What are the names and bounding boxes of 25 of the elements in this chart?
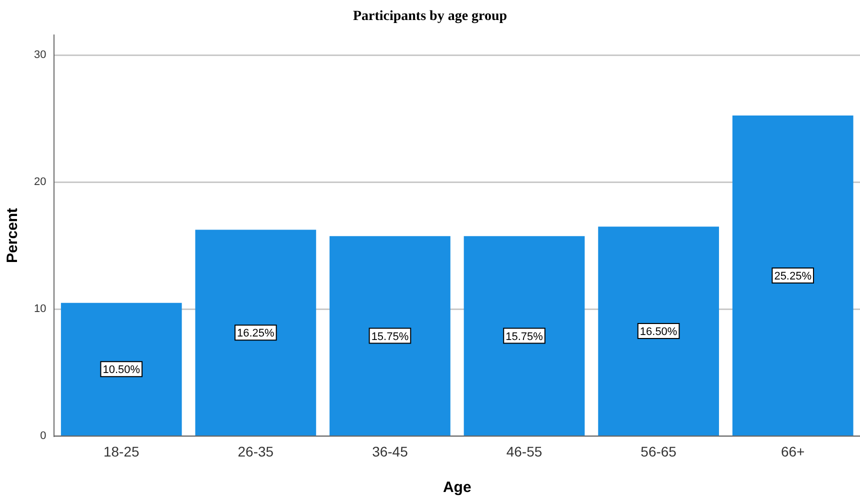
x-tick-label: 66+ [780, 443, 805, 460]
x-tick-label: 46-55 [506, 443, 542, 460]
data-label: 10.50% [102, 364, 140, 376]
x-tick-label: 36-45 [372, 443, 408, 460]
y-tick-label: 30 [34, 49, 46, 62]
bar [60, 302, 182, 436]
y-axis-title: Percent [4, 208, 22, 264]
y-tick-label: 0 [40, 430, 46, 442]
y-tick-label: 20 [34, 176, 46, 188]
x-tick-label: 56-65 [640, 443, 677, 460]
chart-title: Participants by age group [352, 9, 508, 24]
x-tick-label: 26-35 [238, 443, 274, 460]
bar [464, 236, 585, 436]
x-tick-label: 18-25 [103, 443, 140, 460]
data-label: 15.75% [371, 330, 409, 343]
data-label: 16.25% [237, 328, 275, 340]
data-label: 15.75% [506, 330, 544, 343]
bar [598, 226, 719, 436]
bar [732, 115, 854, 436]
bar [330, 236, 450, 436]
y-tick-label: 10 [34, 303, 46, 316]
data-label: 25.25% [774, 270, 812, 282]
bar [195, 230, 316, 436]
data-label: 16.50% [640, 326, 678, 338]
x-axis-title: Age [442, 479, 472, 496]
